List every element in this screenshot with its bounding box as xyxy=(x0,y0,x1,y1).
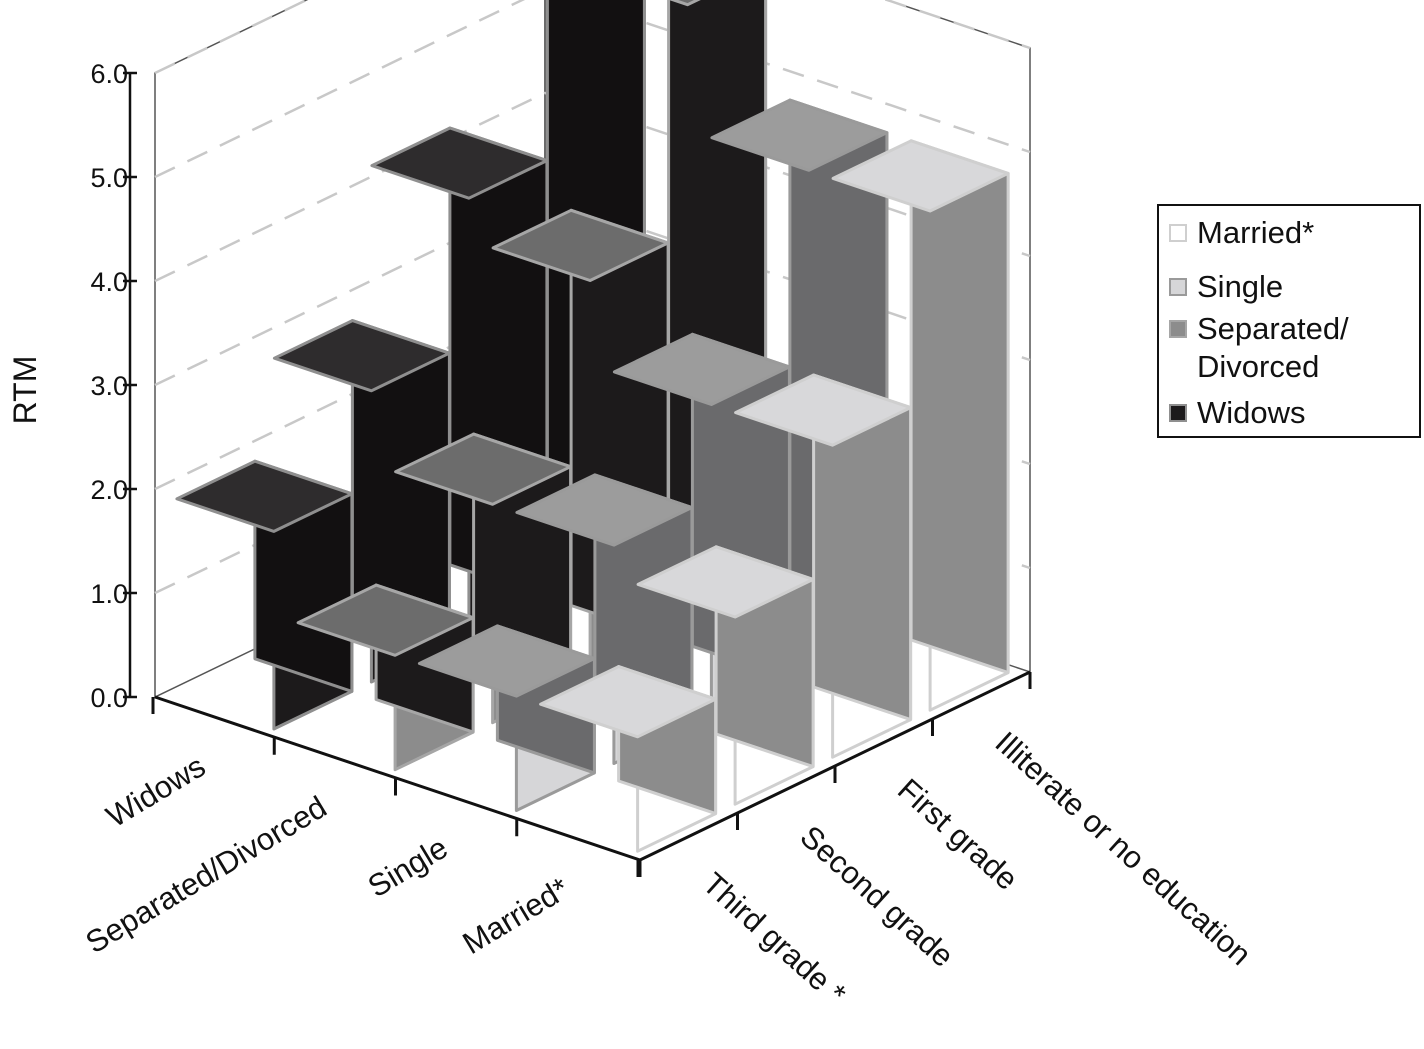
bars xyxy=(175,0,1010,853)
legend: Married* Single Separated/Divorced Widows xyxy=(1157,204,1421,438)
legend-label: Married* xyxy=(1197,215,1315,250)
education-label-third-grade: Third grade * xyxy=(696,866,853,1012)
bar-married-first-grade xyxy=(734,373,913,759)
education-label-second-grade: Second grade xyxy=(794,819,961,974)
legend-item-widows: Widows xyxy=(1169,394,1306,432)
bar-top-face xyxy=(612,332,791,406)
bar-married-second-grade xyxy=(636,545,815,806)
bar-top-face xyxy=(734,373,913,447)
gridline xyxy=(154,0,1031,75)
bar-top-face xyxy=(491,208,670,282)
legend-item-single: Single xyxy=(1169,268,1283,306)
bar-top-face xyxy=(539,665,718,739)
legend-swatch xyxy=(1169,320,1187,338)
education-label-first-grade: First grade xyxy=(891,772,1025,897)
y-axis-title: RTM xyxy=(7,356,43,425)
bar-top-face xyxy=(710,98,889,172)
bar-top-face xyxy=(175,459,354,533)
bar-married-illiterate-or-no-education xyxy=(831,139,1010,712)
bar-widows-third-grade xyxy=(175,459,354,731)
y-tick-label: 6.0 xyxy=(90,59,128,89)
legend-swatch xyxy=(1169,404,1187,422)
bar-side-face xyxy=(909,139,1010,675)
legend-swatch xyxy=(1169,224,1187,242)
bar-top-face xyxy=(515,473,694,547)
bar-top-face xyxy=(668,0,701,7)
y-tick-label: 3.0 xyxy=(90,371,128,401)
legend-label: Single xyxy=(1197,269,1284,304)
bar-married-third-grade xyxy=(539,665,718,853)
bar-top-face xyxy=(831,139,1010,213)
y-tick-label: 5.0 xyxy=(90,163,128,193)
marital-label-single: Single xyxy=(362,830,454,904)
bar-top-face xyxy=(296,583,475,657)
bar-top-face xyxy=(370,126,549,200)
bar-top-face xyxy=(272,319,451,393)
axes xyxy=(123,71,1032,877)
y-tick-label: 0.0 xyxy=(90,683,128,713)
bar-top-face xyxy=(636,545,815,619)
y-tick-label: 4.0 xyxy=(90,267,128,297)
legend-label: Widows xyxy=(1197,395,1306,430)
legend-item-separated-divorced: Separated/Divorced xyxy=(1169,310,1349,386)
marital-label-widows: Widows xyxy=(100,748,211,834)
legend-label: Separated/Divorced xyxy=(1197,311,1349,384)
legend-item-married: Married* xyxy=(1169,214,1314,252)
y-tick-label: 1.0 xyxy=(90,579,128,609)
bar-top-face xyxy=(394,432,573,506)
education-label-illiterate-or-no-education: Illiterate or no education xyxy=(989,725,1258,972)
y-tick-label: 2.0 xyxy=(90,475,128,505)
gridline xyxy=(154,0,1031,179)
marital-label-married: Married* xyxy=(457,871,575,961)
legend-swatch xyxy=(1169,278,1187,296)
bar-top-face xyxy=(417,624,596,698)
